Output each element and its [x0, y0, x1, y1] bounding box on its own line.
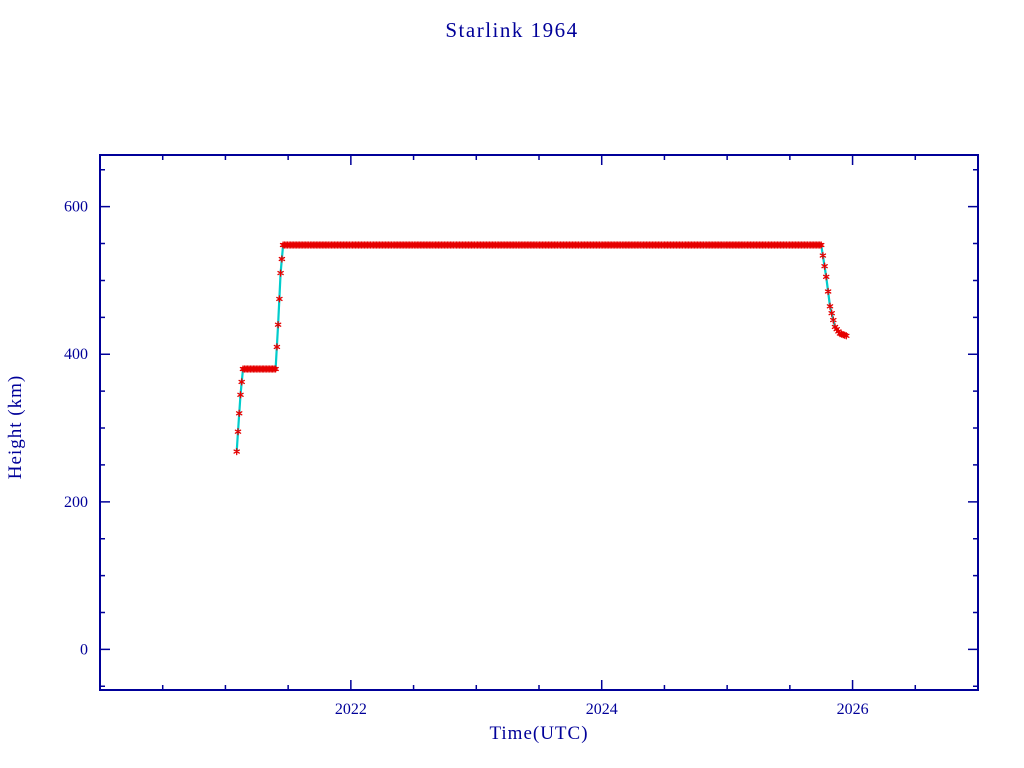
- x-tick-label: 2024: [586, 701, 618, 718]
- x-tick-label: 2022: [335, 701, 367, 718]
- y-tick-label: 0: [80, 641, 88, 658]
- series-line: [235, 243, 847, 452]
- y-tick-label: 200: [64, 494, 88, 511]
- y-tick-label: 600: [64, 199, 88, 216]
- plot-area: 2022 2024 2026 0 200 400 600: [64, 154, 979, 718]
- y-axis-label: Height (km): [5, 375, 26, 479]
- axes-frame: [99, 154, 979, 691]
- series-markers: [233, 241, 850, 456]
- x-axis-label: Time(UTC): [489, 723, 588, 744]
- axis-ticks: [100, 155, 978, 690]
- x-tick-label: 2026: [837, 701, 869, 718]
- chart-title: Starlink 1964: [445, 18, 578, 42]
- y-tick-label: 400: [64, 346, 88, 363]
